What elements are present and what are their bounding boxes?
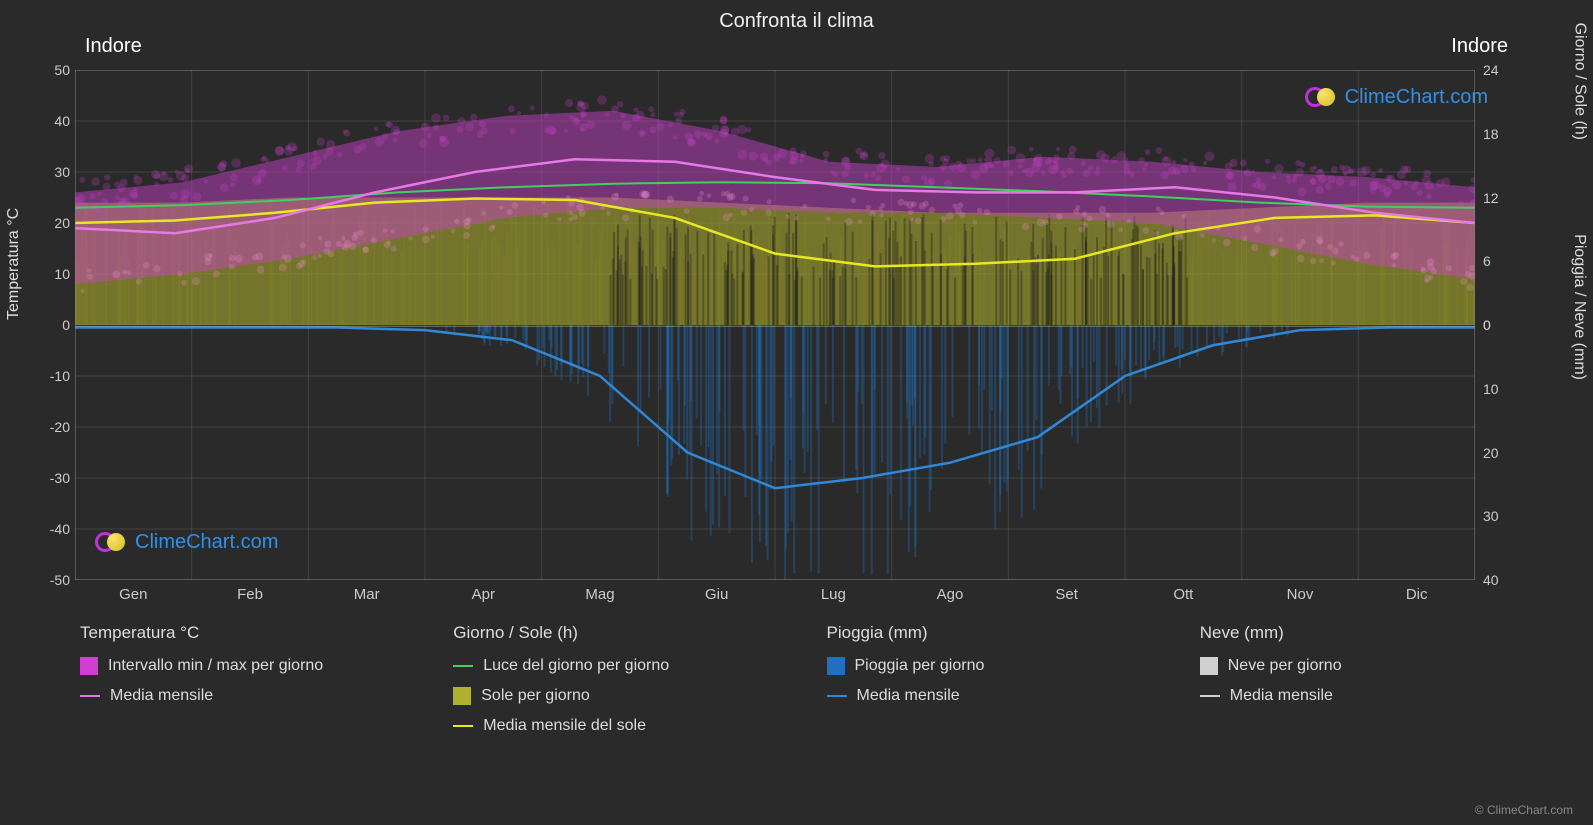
legend-label: Intervallo min / max per giorno bbox=[108, 657, 323, 675]
legend-group: Neve (mm) Neve per giorno Media mensile bbox=[1200, 623, 1513, 747]
legend-line-icon bbox=[1200, 695, 1220, 697]
right-tick-label: 6 bbox=[1483, 253, 1523, 269]
legend-swatch-icon bbox=[80, 657, 98, 675]
right-tick-label: 10 bbox=[1483, 381, 1523, 397]
month-label: Giu bbox=[687, 586, 747, 603]
legend-item: Media mensile del sole bbox=[453, 717, 766, 735]
legend-line-icon bbox=[827, 695, 847, 697]
left-tick-label: 10 bbox=[30, 266, 70, 282]
month-label: Mag bbox=[570, 586, 630, 603]
month-label: Apr bbox=[453, 586, 513, 603]
month-label: Ago bbox=[920, 586, 980, 603]
legend-item: Media mensile bbox=[80, 687, 393, 705]
legend: Temperatura °C Intervallo min / max per g… bbox=[80, 623, 1513, 747]
right-tick-label: 40 bbox=[1483, 572, 1523, 588]
right-tick-label: 24 bbox=[1483, 62, 1523, 78]
left-tick-label: -30 bbox=[30, 470, 70, 486]
month-label: Feb bbox=[220, 586, 280, 603]
right-tick-label: 20 bbox=[1483, 445, 1523, 461]
legend-item: Pioggia per giorno bbox=[827, 657, 1140, 675]
month-label: Nov bbox=[1270, 586, 1330, 603]
legend-label: Pioggia per giorno bbox=[855, 657, 985, 675]
y-axis-label-left: Temperatura °C bbox=[5, 208, 23, 320]
y-axis-label-right-top: Giorno / Sole (h) bbox=[1570, 23, 1588, 140]
legend-heading: Temperatura °C bbox=[80, 623, 393, 643]
legend-heading: Pioggia (mm) bbox=[827, 623, 1140, 643]
legend-item: Sole per giorno bbox=[453, 687, 766, 705]
left-tick-label: 50 bbox=[30, 62, 70, 78]
legend-label: Luce del giorno per giorno bbox=[483, 657, 669, 675]
legend-swatch-icon bbox=[1200, 657, 1218, 675]
legend-item: Media mensile bbox=[827, 687, 1140, 705]
legend-line-icon bbox=[453, 665, 473, 667]
left-tick-label: -10 bbox=[30, 368, 70, 384]
legend-item: Media mensile bbox=[1200, 687, 1513, 705]
legend-line-icon bbox=[80, 695, 100, 697]
legend-label: Media mensile bbox=[1230, 687, 1333, 705]
legend-group: Pioggia (mm) Pioggia per giorno Media mens… bbox=[827, 623, 1140, 747]
right-tick-label: 30 bbox=[1483, 508, 1523, 524]
brand-text: ClimeChart.com bbox=[1345, 86, 1488, 109]
location-label-left: Indore bbox=[85, 35, 142, 58]
left-tick-label: 40 bbox=[30, 113, 70, 129]
legend-swatch-icon bbox=[453, 687, 471, 705]
legend-swatch-icon bbox=[827, 657, 845, 675]
left-tick-label: 30 bbox=[30, 164, 70, 180]
copyright: © ClimeChart.com bbox=[1475, 803, 1573, 817]
month-label: Set bbox=[1037, 586, 1097, 603]
left-tick-label: -20 bbox=[30, 419, 70, 435]
location-label-right: Indore bbox=[1451, 35, 1508, 58]
brand-logo-bottom-left: ClimeChart.com bbox=[95, 530, 278, 554]
left-tick-label: 20 bbox=[30, 215, 70, 231]
left-tick-label: -40 bbox=[30, 521, 70, 537]
legend-heading: Giorno / Sole (h) bbox=[453, 623, 766, 643]
left-tick-label: -50 bbox=[30, 572, 70, 588]
month-label: Gen bbox=[103, 586, 163, 603]
month-label: Dic bbox=[1387, 586, 1447, 603]
legend-line-icon bbox=[453, 725, 473, 727]
month-label: Mar bbox=[337, 586, 397, 603]
legend-group: Giorno / Sole (h) Luce del giorno per gio… bbox=[453, 623, 766, 747]
chart-svg bbox=[75, 70, 1475, 580]
left-tick-label: 0 bbox=[30, 317, 70, 333]
brand-icon bbox=[95, 530, 129, 554]
legend-group: Temperatura °C Intervallo min / max per g… bbox=[80, 623, 393, 747]
legend-label: Media mensile del sole bbox=[483, 717, 646, 735]
brand-text: ClimeChart.com bbox=[135, 531, 278, 554]
right-tick-label: 12 bbox=[1483, 190, 1523, 206]
legend-label: Sole per giorno bbox=[481, 687, 590, 705]
chart-plot-area bbox=[75, 70, 1475, 580]
legend-item: Intervallo min / max per giorno bbox=[80, 657, 393, 675]
y-axis-label-right-bottom: Pioggia / Neve (mm) bbox=[1570, 234, 1588, 380]
right-tick-label: 0 bbox=[1483, 317, 1523, 333]
legend-heading: Neve (mm) bbox=[1200, 623, 1513, 643]
legend-label: Neve per giorno bbox=[1228, 657, 1342, 675]
brand-icon bbox=[1305, 85, 1339, 109]
brand-logo-top-right: ClimeChart.com bbox=[1305, 85, 1488, 109]
month-label: Lug bbox=[803, 586, 863, 603]
legend-label: Media mensile bbox=[857, 687, 960, 705]
legend-item: Neve per giorno bbox=[1200, 657, 1513, 675]
chart-title: Confronta il clima bbox=[0, 0, 1593, 33]
right-tick-label: 18 bbox=[1483, 126, 1523, 142]
legend-label: Media mensile bbox=[110, 687, 213, 705]
month-label: Ott bbox=[1153, 586, 1213, 603]
legend-item: Luce del giorno per giorno bbox=[453, 657, 766, 675]
